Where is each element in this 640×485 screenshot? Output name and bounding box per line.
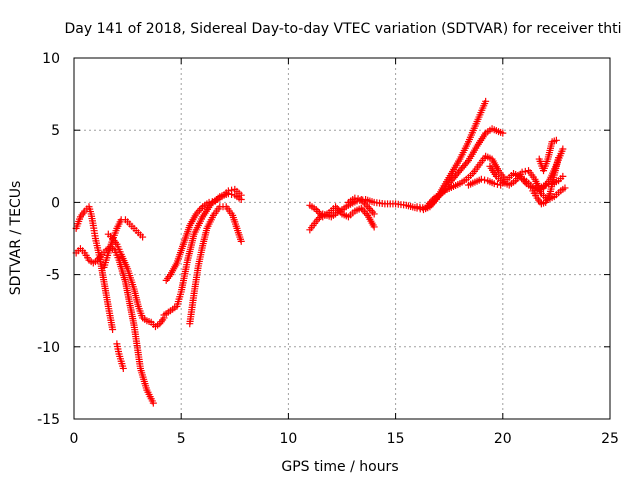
data-point (109, 325, 117, 333)
series-arc-h (186, 203, 245, 328)
data-point (552, 136, 560, 144)
x-tick-label: 5 (177, 431, 186, 447)
data-point (481, 176, 489, 184)
series-arc-r (535, 136, 560, 175)
data-point (559, 145, 567, 153)
series-arc-c (100, 216, 147, 271)
series-arc-m (424, 152, 509, 209)
x-tick-label: 20 (494, 431, 512, 447)
y-tick-label: 5 (51, 123, 60, 139)
series-arc-q (520, 145, 567, 195)
data-point (228, 186, 236, 194)
x-tick-label: 15 (387, 431, 405, 447)
series-arc-b (72, 243, 157, 407)
data-point (370, 223, 378, 231)
data-point (477, 175, 485, 183)
x-tick-label: 10 (279, 431, 297, 447)
data-point (493, 180, 501, 188)
chart-title: Day 141 of 2018, Sidereal Day-to-day VTE… (65, 21, 622, 37)
data-point (224, 187, 232, 195)
data-point (237, 191, 245, 199)
tick-layer: 0 5 10 15 20 25 -15 -10 -5 0 5 10 (37, 51, 619, 447)
data-point (119, 364, 127, 372)
series-arc-g (162, 185, 245, 284)
x-axis-label: GPS time / hours (281, 459, 398, 475)
series-arc-d (113, 340, 127, 372)
data-point (370, 210, 378, 218)
y-axis-label: SDTVAR / TECUs (8, 181, 24, 296)
data-point (521, 167, 529, 175)
y-tick-label: -5 (46, 268, 60, 284)
data-point (559, 172, 567, 180)
data-point (149, 399, 157, 407)
plot-frame (73, 57, 611, 420)
y-tick-label: -15 (37, 412, 60, 428)
data-point (482, 97, 490, 105)
series-arc-o (486, 162, 569, 204)
data-point (205, 198, 213, 206)
y-tick-label: -10 (37, 340, 60, 356)
data-point (463, 158, 471, 166)
data-point (351, 194, 359, 202)
data-point (139, 233, 147, 241)
data-layer (72, 97, 569, 407)
series-arc-j (306, 201, 378, 231)
data-point (518, 168, 526, 176)
x-tick-label: 25 (601, 431, 619, 447)
data-point (490, 180, 498, 188)
grid-layer (74, 58, 610, 419)
data-point (354, 195, 362, 203)
y-tick-label: 0 (51, 195, 60, 211)
data-point (237, 237, 245, 245)
data-point (561, 184, 569, 192)
y-tick-label: 10 (42, 51, 60, 67)
series-arc-e (104, 230, 168, 331)
data-point (499, 129, 507, 137)
series-arc-k (344, 194, 378, 218)
data-point (208, 198, 216, 206)
x-tick-label: 0 (70, 431, 79, 447)
